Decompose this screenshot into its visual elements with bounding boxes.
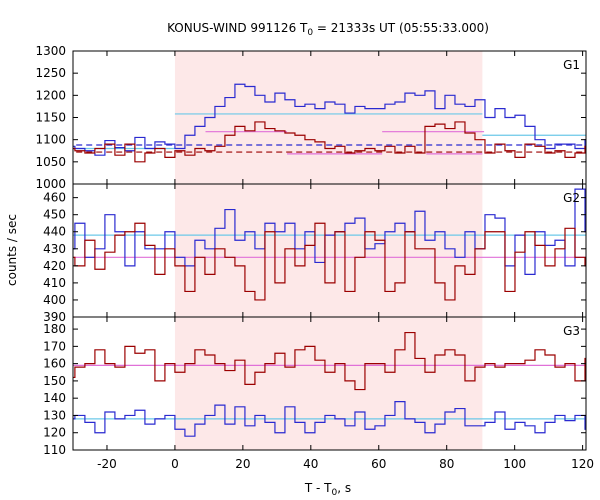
highlight-interval-g3 bbox=[174, 317, 483, 450]
panel-g2: 390 400 410 420 430 440 450 460 G2 bbox=[43, 183, 587, 324]
x-tick-label: 80 bbox=[439, 457, 454, 471]
y-tick-label: 160 bbox=[43, 357, 66, 371]
highlight-interval-g2 bbox=[174, 184, 483, 317]
y-tick-label: 420 bbox=[43, 259, 66, 273]
x-tick-label: 60 bbox=[371, 457, 386, 471]
series-blue-g1 bbox=[73, 83, 586, 156]
panel-label-g3: G3 bbox=[563, 324, 580, 338]
series-red-g1 bbox=[73, 121, 586, 163]
series-red-g2 bbox=[73, 222, 586, 301]
panel-label-g2: G2 bbox=[563, 191, 580, 205]
y-tick-label: 1250 bbox=[35, 66, 66, 80]
y-tick-label: 440 bbox=[43, 225, 66, 239]
x-tick-label: 0 bbox=[171, 457, 179, 471]
y-tick-label: 120 bbox=[43, 426, 66, 440]
series-blue-g3 bbox=[73, 401, 586, 437]
x-axis-label: T - T0, s bbox=[304, 481, 351, 498]
y-tick-label: 110 bbox=[43, 443, 66, 457]
x-tick-label: 100 bbox=[503, 457, 526, 471]
series-red-g3 bbox=[73, 331, 586, 391]
x-tick-label: -20 bbox=[97, 457, 117, 471]
y-tick-label: 1050 bbox=[35, 155, 66, 169]
y-tick-label: 170 bbox=[43, 339, 66, 353]
y-tick-label: 460 bbox=[43, 191, 66, 205]
panel-label-g1: G1 bbox=[563, 58, 580, 72]
panel-frame-g3 bbox=[72, 316, 587, 451]
panel-g3: 110 120 130 140 150 160 170 180 -20 0 20 40 60 80 100 1… bbox=[43, 316, 594, 471]
x-tick-label: 120 bbox=[571, 457, 594, 471]
y-tick-label: 1000 bbox=[35, 177, 66, 191]
y-tick-label: 410 bbox=[43, 276, 66, 290]
highlight-interval-g1 bbox=[174, 51, 483, 184]
chart-title: KONUS-WIND 991126 T0 = 21333s UT (05:55:… bbox=[167, 21, 489, 38]
y-tick-label: 1100 bbox=[35, 133, 66, 147]
panel-g1: 1000 1050 1100 1150 1200 1250 1300 G1 bbox=[35, 44, 587, 191]
y-tick-label: 150 bbox=[43, 374, 66, 388]
y-tick-label: 130 bbox=[43, 408, 66, 422]
y-tick-label: 400 bbox=[43, 293, 66, 307]
panels-group: 1000105011001150120012501300G13904004104… bbox=[35, 44, 594, 471]
y-axis-label: counts / sec bbox=[5, 214, 19, 286]
x-tick-label: 20 bbox=[235, 457, 250, 471]
y-tick-label: 450 bbox=[43, 208, 66, 222]
y-tick-label: 1200 bbox=[35, 88, 66, 102]
y-tick-label: 1300 bbox=[35, 44, 66, 58]
x-tick-label: 40 bbox=[303, 457, 318, 471]
y-tick-label: 140 bbox=[43, 391, 66, 405]
y-tick-label: 1150 bbox=[35, 111, 66, 125]
y-tick-label: 180 bbox=[43, 322, 66, 336]
y-tick-label: 430 bbox=[43, 242, 66, 256]
y-tick-label: 390 bbox=[43, 310, 66, 324]
